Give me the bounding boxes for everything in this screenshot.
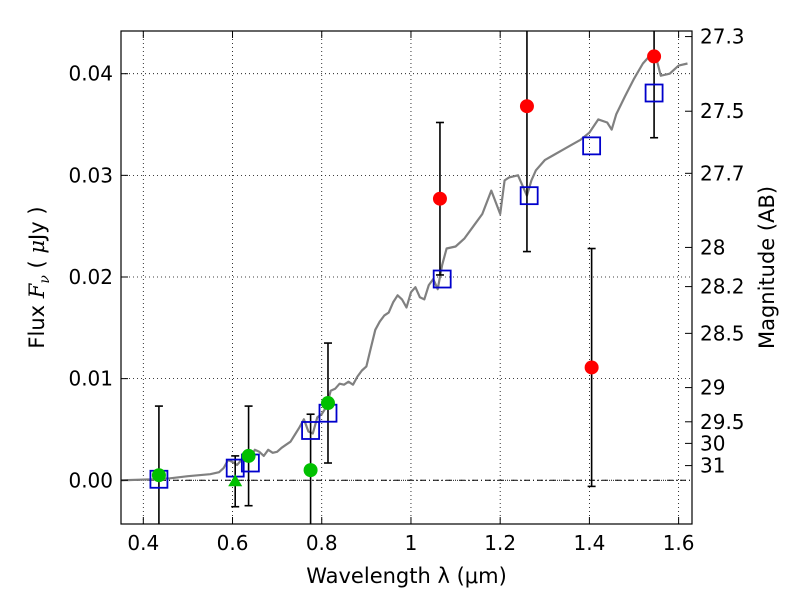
model-photometry-square [519, 186, 539, 206]
y2-axis-label: Magnitude (AB) [755, 186, 779, 349]
mag-tick-label: 30 [700, 431, 725, 455]
model-photometry-square [301, 421, 320, 440]
mag-tick-label: 27.5 [700, 99, 745, 123]
data-point-circle [647, 49, 662, 64]
model-photometry-square [582, 136, 602, 156]
y-label-part-unit: Jy ) [25, 206, 49, 242]
y-axis-label: Flux Fν ( μJy ) [25, 206, 53, 348]
error-bars [154, 31, 659, 524]
mag-tick-label: 31 [700, 454, 725, 478]
data-point-triangle [228, 474, 243, 487]
model-photometry-square [432, 269, 452, 289]
x-tick-label: 1.4 [573, 531, 605, 555]
observed-points [151, 49, 662, 487]
mag-tick-label: 28.5 [700, 321, 745, 345]
x-tick-label: 0.8 [306, 531, 338, 555]
plot-frame [120, 30, 693, 525]
model-spectrum-line [120, 52, 688, 482]
data-point-circle [519, 99, 534, 114]
x-tick-label: 1.6 [663, 531, 695, 555]
y-label-part-f: F [25, 282, 49, 299]
x-tick-label: 1.2 [484, 531, 516, 555]
data-point-circle [432, 191, 447, 206]
mag-tick-label: 27.7 [700, 161, 745, 185]
y-tick-label: 0.02 [68, 265, 113, 289]
grid-lines [121, 31, 692, 524]
x-axis-label: Wavelength λ (μm) [306, 564, 507, 588]
y-tick-label: 0.01 [68, 367, 113, 391]
mag-tick-label: 28.2 [700, 275, 745, 299]
y-label-part-mu: μ [25, 240, 49, 254]
model-spectrum [120, 52, 688, 482]
data-point-circle [320, 396, 335, 411]
data-point-circle [241, 448, 256, 463]
mag-tick-label: 28 [700, 235, 725, 259]
data-point-circle [303, 463, 318, 478]
axis-ticks: 0.4 0.6 0.8 1 1.2 1.4 1.6 0.00 0.01 0.02 0.03 0.04 2… [68, 25, 744, 555]
y-tick-label: 0.00 [68, 468, 113, 492]
y-tick-label: 0.03 [68, 163, 113, 187]
x-tick-label: 1 [405, 531, 418, 555]
model-photometry-squares [149, 83, 664, 489]
model-photometry-square [644, 83, 664, 103]
y-label-part-paren: ( [25, 254, 49, 276]
mag-tick-label: 27.3 [700, 25, 745, 49]
data-point-circle [584, 360, 599, 375]
mag-tick-label: 29 [700, 376, 725, 400]
y-tick-label: 0.04 [68, 62, 113, 86]
y-label-part-flux: Flux [25, 298, 49, 348]
mag-tick-label: 29.5 [700, 410, 745, 434]
data-point-circle [151, 468, 166, 483]
y-label-part-nu: ν [37, 275, 53, 284]
x-tick-label: 0.4 [127, 531, 159, 555]
x-tick-label: 0.6 [217, 531, 249, 555]
